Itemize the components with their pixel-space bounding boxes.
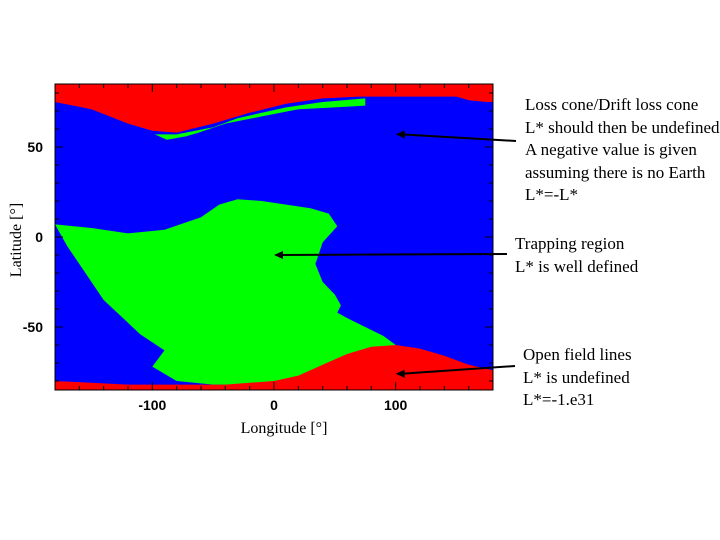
x-tick-label: 0 [270, 397, 278, 413]
y-tick-label: 0 [35, 229, 43, 245]
tick-labels: -100 0 100 -50 0 50 [23, 139, 408, 413]
arrow-loss-cone [395, 130, 517, 142]
arrow-open-field-lines [395, 365, 516, 378]
annotation-arrows [274, 130, 517, 378]
tick-marks [54, 84, 494, 390]
annotation-open-field-lines: Open field lines L* is undefined L*=-1.e… [523, 344, 632, 412]
arrow-trapping-region [274, 251, 508, 259]
x-tick-label: 100 [384, 397, 408, 413]
annotation-line: Open field lines [523, 345, 632, 364]
arrow-shaft [401, 133, 517, 142]
x-axis-label: Longitude [°] [241, 420, 328, 437]
annotation-line: L*=-1.e31 [523, 390, 595, 409]
annotation-line: L* is undefined [523, 367, 630, 387]
region-loss-cone-north [55, 84, 493, 133]
annotation-line: Trapping region [515, 234, 625, 253]
arrow-shaft [401, 365, 516, 375]
x-tick-label: -100 [138, 397, 166, 413]
region-trapping [55, 199, 396, 385]
arrow-shaft [279, 253, 508, 256]
arrow-head [274, 251, 283, 259]
annotation-loss-cone: Loss cone/Drift loss cone L* should then… [525, 94, 720, 207]
y-tick-label: -50 [23, 319, 43, 335]
annotation-line: L* should then be undefined [525, 117, 720, 137]
annotation-line: A negative value is given [525, 140, 697, 159]
annotation-line: L* is well defined [515, 256, 639, 276]
plot-area [55, 84, 493, 390]
arrow-head [395, 130, 405, 139]
annotation-line: Loss cone/Drift loss cone [525, 95, 699, 114]
annotation-line: L*=-L* [525, 185, 579, 204]
arrow-head [395, 369, 405, 378]
region-trapping-fringe [154, 98, 366, 140]
annotation-trapping-region: Trapping region L* is well defined [515, 233, 638, 278]
annotation-line: assuming there is no Earth [525, 162, 706, 182]
y-tick-label: 50 [27, 139, 43, 155]
y-axis-label: Latitude [°] [8, 203, 25, 277]
region-loss-cone-south [55, 345, 493, 390]
